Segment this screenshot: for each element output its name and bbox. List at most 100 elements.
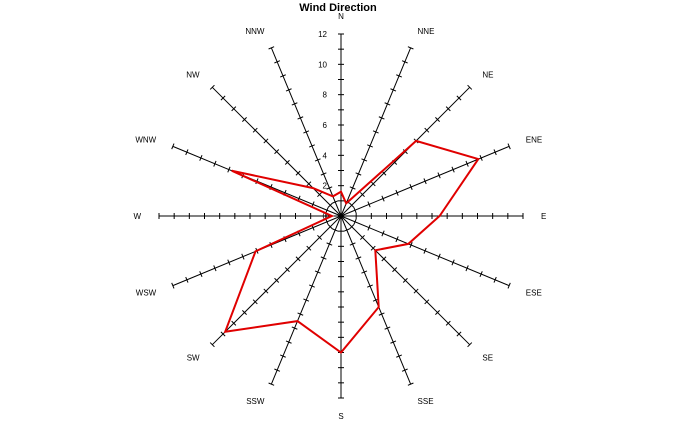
tick-mark bbox=[409, 242, 413, 248]
direction-label-ene: ENE bbox=[526, 135, 542, 144]
tick-mark bbox=[185, 149, 189, 156]
tick-mark bbox=[367, 144, 373, 148]
tick-mark bbox=[451, 259, 455, 266]
tick-label-6: 6 bbox=[323, 121, 328, 130]
tick-mark bbox=[413, 288, 419, 294]
tick-mark bbox=[220, 95, 226, 101]
tick-mark bbox=[220, 331, 226, 337]
tick-mark bbox=[493, 149, 497, 156]
tick-mark bbox=[423, 178, 427, 185]
tick-mark bbox=[395, 189, 399, 196]
tick-mark bbox=[401, 368, 408, 372]
tick-mark bbox=[171, 143, 175, 150]
tick-label-8: 8 bbox=[323, 91, 328, 100]
tick-mark bbox=[227, 166, 231, 173]
tick-mark bbox=[343, 228, 350, 232]
tick-mark bbox=[199, 154, 203, 161]
direction-label-w: W bbox=[133, 212, 141, 221]
tick-mark bbox=[309, 284, 315, 288]
tick-mark bbox=[479, 154, 483, 161]
tick-mark bbox=[213, 160, 217, 167]
tick-mark bbox=[361, 158, 368, 162]
tick-mark bbox=[291, 326, 298, 330]
tick-mark bbox=[467, 84, 473, 90]
tick-mark bbox=[378, 116, 385, 120]
tick-mark bbox=[274, 149, 280, 155]
tick-mark bbox=[392, 267, 398, 273]
tick-mark bbox=[479, 271, 483, 278]
tick-mark bbox=[314, 270, 321, 274]
tick-mark bbox=[320, 256, 327, 260]
tick-mark bbox=[285, 88, 292, 92]
tick-mark bbox=[367, 224, 371, 231]
tick-mark bbox=[349, 186, 356, 190]
tick-mark bbox=[381, 256, 387, 262]
tick-mark bbox=[445, 320, 451, 326]
tick-mark bbox=[424, 127, 430, 133]
direction-label-ese: ESE bbox=[526, 289, 542, 298]
tick-mark bbox=[435, 117, 440, 122]
direction-label-ssw: SSW bbox=[246, 397, 265, 406]
tick-mark bbox=[284, 159, 290, 165]
radial-axes bbox=[158, 33, 524, 399]
tick-mark bbox=[390, 340, 397, 344]
tick-mark bbox=[242, 117, 247, 122]
radial-tick-labels: 0 2 4 6 8 10 12 bbox=[318, 30, 327, 221]
tick-mark bbox=[456, 95, 462, 101]
tick-mark bbox=[370, 181, 376, 187]
direction-label-se: SE bbox=[482, 353, 493, 362]
tick-mark bbox=[396, 354, 403, 358]
chart-title: Wind Direction bbox=[299, 2, 377, 14]
tick-mark bbox=[209, 84, 215, 90]
tick-mark bbox=[361, 270, 368, 274]
tick-mark bbox=[367, 201, 371, 208]
tick-mark bbox=[353, 218, 357, 225]
tick-mark bbox=[437, 172, 441, 179]
tick-mark bbox=[395, 236, 399, 243]
tick-mark bbox=[349, 224, 355, 230]
tick-mark bbox=[241, 253, 245, 260]
tick-mark bbox=[303, 130, 310, 134]
direction-label-nw: NW bbox=[186, 71, 200, 80]
tick-mark bbox=[303, 298, 310, 302]
tick-mark bbox=[309, 144, 315, 148]
tick-mark bbox=[390, 88, 397, 92]
tick-mark bbox=[231, 320, 237, 326]
tick-mark bbox=[423, 247, 427, 254]
direction-label-ne: NE bbox=[482, 71, 493, 80]
tick-mark bbox=[295, 170, 301, 176]
tick-mark bbox=[326, 242, 333, 246]
tick-mark bbox=[359, 192, 365, 198]
direction-label-sse: SSE bbox=[418, 397, 434, 406]
tick-mark bbox=[291, 102, 298, 106]
tick-mark bbox=[297, 312, 304, 316]
tick-mark bbox=[327, 224, 333, 230]
tick-mark bbox=[445, 106, 451, 112]
direction-label-wsw: WSW bbox=[136, 289, 157, 298]
tick-mark bbox=[306, 245, 312, 251]
tick-mark bbox=[268, 382, 275, 386]
tick-mark bbox=[171, 282, 175, 289]
direction-label-nnw: NNW bbox=[245, 27, 265, 36]
direction-label-n: N bbox=[338, 12, 344, 21]
tick-mark bbox=[396, 74, 403, 78]
tick-mark bbox=[332, 228, 339, 232]
tick-mark bbox=[274, 368, 281, 372]
tick-mark bbox=[451, 166, 455, 173]
tick-mark bbox=[227, 259, 231, 266]
tick-mark bbox=[263, 138, 269, 144]
tick-mark bbox=[381, 230, 385, 237]
tick-mark bbox=[381, 195, 385, 202]
tick-mark bbox=[284, 267, 290, 273]
tick-mark bbox=[327, 202, 333, 208]
tick-label-4: 4 bbox=[323, 151, 328, 160]
tick-mark bbox=[263, 288, 269, 294]
tick-mark bbox=[353, 207, 357, 214]
direction-label-nne: NNE bbox=[418, 27, 435, 36]
tick-label-12: 12 bbox=[318, 30, 327, 39]
tick-mark bbox=[279, 74, 286, 78]
tick-mark bbox=[384, 102, 391, 106]
direction-labels: N NNE NE ENE E ESE SE SSE S SSW SW WSW W WNW NW NNW bbox=[133, 12, 546, 421]
tick-mark bbox=[424, 299, 430, 305]
tick-mark bbox=[332, 200, 339, 204]
